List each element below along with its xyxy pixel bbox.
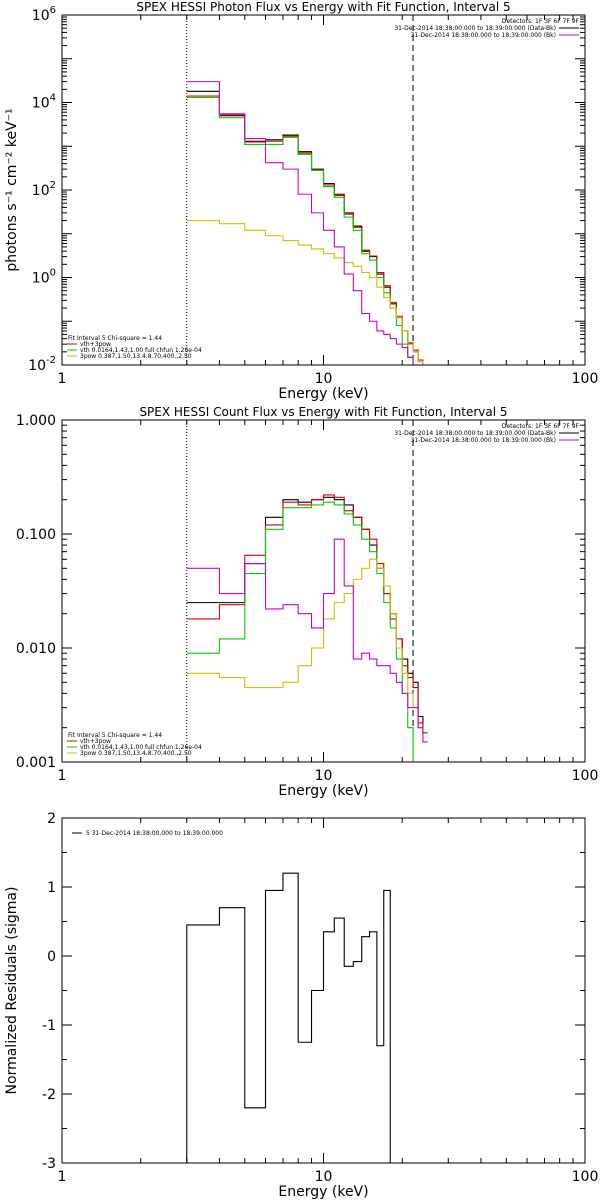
- x-tick-label: 1: [58, 371, 67, 387]
- x-axis-label: Energy (keV): [278, 386, 368, 402]
- x-tick-label: 100: [572, 768, 599, 784]
- y-tick-label-base: 2: [47, 811, 56, 827]
- y-axis-label: Normalized Residuals (sigma): [4, 887, 20, 1095]
- y-tick-label-base: 10: [28, 358, 46, 374]
- plot-area: [186, 872, 391, 1163]
- fit-legend-header: Fit Interval 5 Chi-square = 1.44: [68, 335, 162, 342]
- y-tick-label-base: 10: [32, 96, 50, 112]
- series-line-2: [186, 95, 428, 365]
- fit-legend-entry: vth 0.0164,1.43,1.00 full chfun 1.26e-04: [80, 744, 202, 751]
- x-tick-label: 10: [315, 371, 333, 387]
- y-tick-label: 0: [47, 949, 56, 965]
- y-tick-label: 104: [32, 93, 56, 112]
- y-tick-label-base: 10: [32, 8, 50, 24]
- series-line-4: [186, 558, 428, 743]
- fit-legend-entry: vth 0.0164,1.43,1.00 full chfun 1.26e-04: [80, 347, 202, 354]
- y-tick-label: 10-2: [28, 355, 56, 374]
- y-tick-label-base: 1.000: [16, 413, 56, 429]
- y-tick-label-base: -3: [42, 1156, 56, 1172]
- fit-legend-entry: 3pow 0.387,1.50,13.4,8.70,400.,2.50: [80, 353, 192, 360]
- fit-legend-entry: 3pow 0.387,1.50,13.4,8.70,400.,2.50: [80, 750, 192, 757]
- y-tick-label-base: 10: [32, 271, 50, 287]
- axes-frame: [61, 14, 586, 366]
- chart-panel-2: SPEX HESSI Count Flux vs Energy with Fit…: [16, 405, 598, 799]
- series-line-3: [186, 96, 414, 365]
- x-tick-label: 10: [315, 1169, 333, 1185]
- x-tick-label: 10: [315, 768, 333, 784]
- legend-entry: 31-Dec-2014 18:38:00.000 to 18:39:00.000…: [394, 25, 556, 32]
- y-tick-label: -1: [42, 1018, 56, 1034]
- x-tick-label: 1: [58, 1169, 67, 1185]
- y-tick-label: 102: [32, 180, 56, 199]
- chart-panel-3: 1 10 100 Energy (keV) -3 -2 -1 0 1 2 Normalized Re…: [4, 811, 598, 1200]
- chart-title: SPEX HESSI Photon Flux vs Energy with Fi…: [136, 0, 510, 14]
- series-line-5: [186, 81, 428, 365]
- y-tick-label: 0.001: [16, 755, 56, 771]
- series-line-1: [186, 872, 391, 1163]
- y-tick-label-base: 0: [47, 949, 56, 965]
- y-tick-label-exponent: -2: [46, 355, 56, 366]
- axes-frame: [61, 419, 586, 763]
- y-tick-label-exponent: 4: [50, 93, 56, 104]
- y-tick-label-base: -2: [42, 1087, 56, 1103]
- y-tick-label: 0.100: [16, 527, 56, 543]
- fit-legend-entry: vth+3pow: [80, 341, 111, 348]
- series-line-4: [186, 220, 428, 365]
- legend-header: Detectors: 1F 3F 6F 7F 9F: [502, 18, 580, 25]
- series-line-5: [186, 538, 428, 743]
- plot-area: [186, 81, 428, 365]
- legend-entry: 31-Dec-2014 18:38:00.000 to 18:39:00.000…: [411, 437, 556, 444]
- y-tick-label-exponent: 0: [50, 268, 56, 279]
- fit-legend-entry: vth+3pow: [80, 738, 111, 745]
- plot-area: [186, 494, 428, 762]
- y-tick-label: -2: [42, 1087, 56, 1103]
- series-line-1: [186, 496, 428, 734]
- x-tick-label: 1: [58, 768, 67, 784]
- y-tick-label: 0.010: [16, 641, 56, 657]
- y-tick-label: -3: [42, 1156, 56, 1172]
- chart-title: SPEX HESSI Count Flux vs Energy with Fit…: [139, 405, 507, 419]
- y-tick-label-base: 0.001: [16, 755, 56, 771]
- fit-legend-header: Fit Interval 5 Chi-square = 1.44: [68, 732, 162, 739]
- y-tick-label: 1: [47, 880, 56, 896]
- legend-entry: 31-Dec-2014 18:38:00.000 to 18:39:00.000…: [394, 430, 556, 437]
- y-tick-label: 1.000: [16, 413, 56, 429]
- y-tick-label-base: 1: [47, 880, 56, 896]
- x-axis-label: Energy (keV): [278, 1184, 368, 1200]
- series-line-1: [186, 90, 428, 365]
- y-tick-label-exponent: 2: [50, 180, 56, 191]
- y-tick-label-base: -1: [42, 1018, 56, 1034]
- y-tick-label: 100: [32, 268, 56, 287]
- x-tick-label: 100: [572, 1169, 599, 1185]
- legend-header: Detectors: 1F 3F 6F 7F 9F: [502, 423, 580, 430]
- y-tick-label: 2: [47, 811, 56, 827]
- y-tick-label-base: 0.100: [16, 527, 56, 543]
- y-axis-label: photons s⁻¹ cm⁻² keV⁻¹: [4, 108, 20, 271]
- x-tick-label: 100: [572, 371, 599, 387]
- legend-entry: 31-Dec-2014 18:38:00.000 to 18:39:00.000…: [411, 32, 556, 39]
- residual-legend-entry: 5 31-Dec-2014 18:38:00.000 to 18:39:00.0…: [86, 830, 223, 837]
- y-tick-label-base: 10: [32, 183, 50, 199]
- series-line-3: [186, 501, 428, 762]
- y-tick-label: 106: [32, 5, 56, 24]
- x-axis-label: Energy (keV): [278, 783, 368, 799]
- y-tick-label-base: 0.010: [16, 641, 56, 657]
- y-tick-label-exponent: 6: [50, 5, 56, 16]
- chart-panel-1: SPEX HESSI Photon Flux vs Energy with Fi…: [4, 0, 598, 402]
